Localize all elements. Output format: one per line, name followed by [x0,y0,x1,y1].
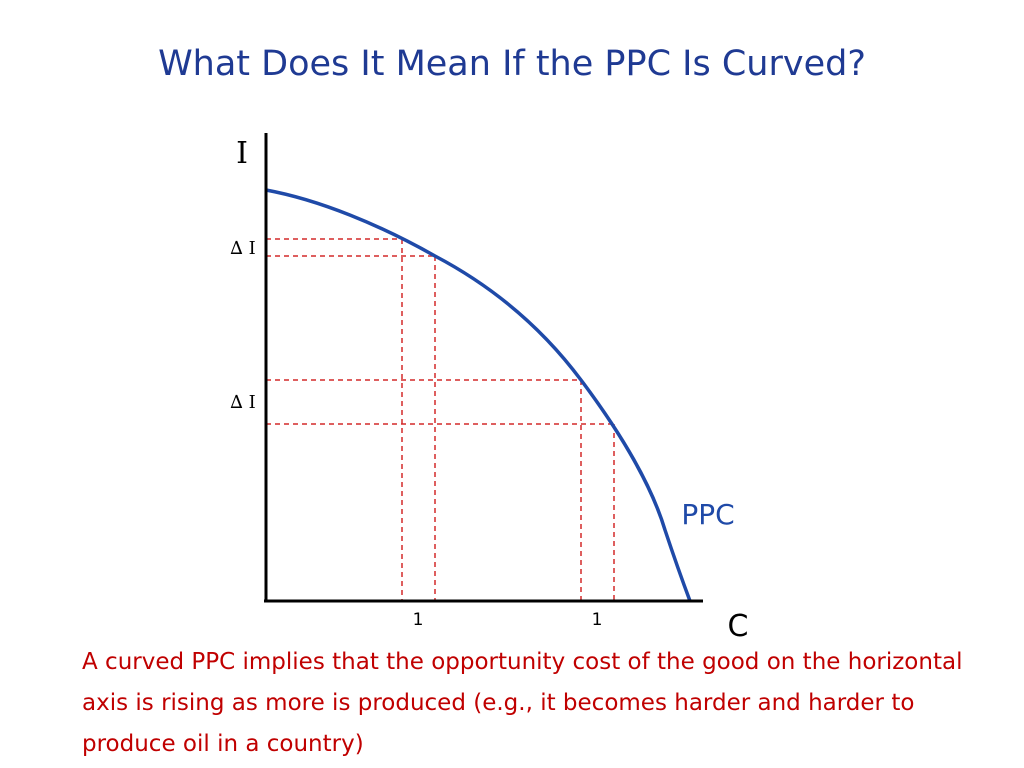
guide-lines [266,238,615,601]
ppc-curve-label: PPC [681,498,734,531]
unit-label-first: 1 [413,610,424,630]
unit-label-second: 1 [592,610,603,630]
delta-label-upper: ∆ I [230,238,255,259]
ppc-curve [265,188,692,602]
x-axis-label: C [728,609,749,644]
delta-label-lower: ∆ I [230,392,255,413]
slide-title: What Does It Mean If the PPC Is Curved? [158,44,866,84]
caption-text: A curved PPC implies that the opportunit… [82,649,963,757]
y-axis-label: I [236,136,248,171]
axes [264,133,703,603]
